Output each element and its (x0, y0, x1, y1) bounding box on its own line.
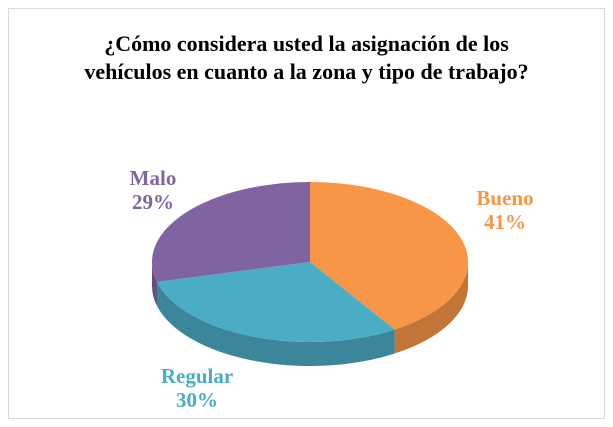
slice-side (152, 262, 157, 306)
slice-value-label: 30% (176, 388, 218, 412)
chart-title: ¿Cómo considera usted la asignación de l… (84, 31, 529, 84)
slice (152, 182, 310, 282)
slice-label: Regular (161, 364, 233, 388)
slice-label: Malo (130, 166, 177, 190)
slice (156, 262, 395, 342)
slice-side (394, 262, 468, 354)
slice-side (156, 281, 395, 366)
slice-value-label: 29% (132, 190, 174, 214)
slice (310, 182, 469, 330)
slice-label: Bueno (476, 186, 533, 210)
slice-value-label: 41% (484, 210, 526, 234)
